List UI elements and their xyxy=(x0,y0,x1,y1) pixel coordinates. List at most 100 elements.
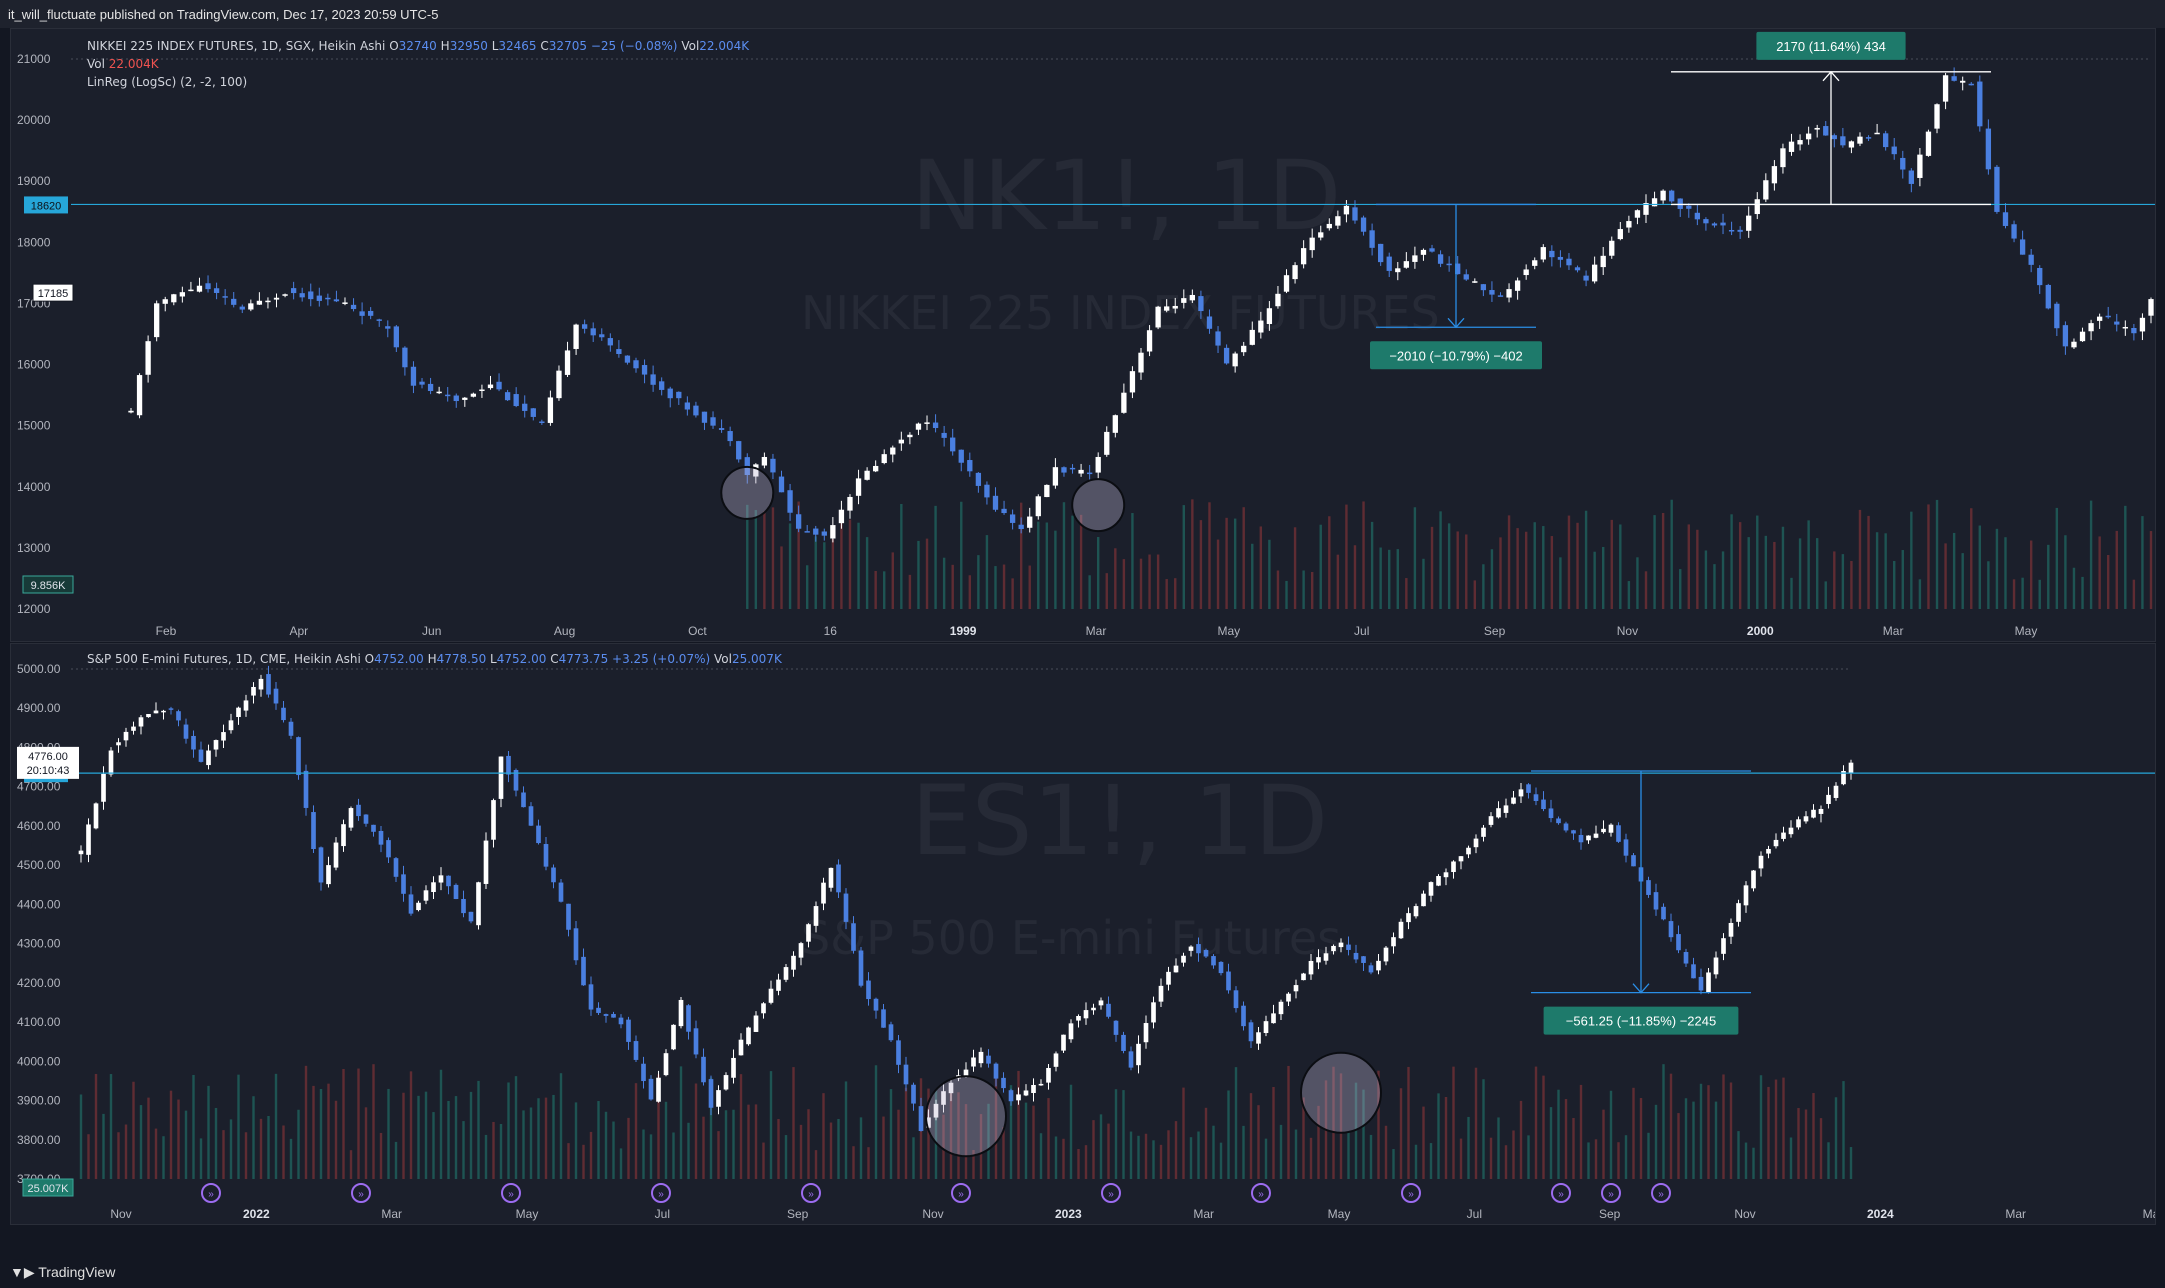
measure-label-box xyxy=(1756,31,1906,60)
volume-bar xyxy=(1251,543,1254,609)
volume-bar xyxy=(1918,579,1922,609)
volume-bar xyxy=(2064,535,2067,609)
candle-body xyxy=(1661,906,1666,920)
volume-bar xyxy=(1208,502,1211,609)
volume-bar xyxy=(1833,551,1836,609)
candle-body xyxy=(1601,828,1606,833)
candle-body xyxy=(1751,870,1756,889)
volume-bar xyxy=(1144,1133,1148,1179)
volume-bar xyxy=(1807,520,1810,609)
candle-body xyxy=(470,393,477,397)
candle-body xyxy=(183,724,189,739)
volume-bar xyxy=(1490,549,1494,609)
candle-body xyxy=(325,297,331,300)
volume-bar xyxy=(1978,525,1982,609)
volume-bar xyxy=(1714,1101,1718,1179)
volume-bar xyxy=(754,1104,758,1179)
volume-bar xyxy=(732,1109,735,1179)
candle-body xyxy=(521,792,526,808)
candle-body xyxy=(206,750,211,766)
candle-body xyxy=(1841,770,1846,785)
event-icon xyxy=(1651,1183,1671,1203)
candle-body xyxy=(1891,146,1897,155)
volume-bar xyxy=(2115,530,2118,609)
volume-bar xyxy=(1782,1077,1785,1179)
candle-body xyxy=(1805,133,1812,140)
candle-body xyxy=(1129,371,1136,393)
volume-bar xyxy=(1773,541,1776,609)
candle-body xyxy=(116,742,121,746)
countdown-text: 20:10:43 xyxy=(27,765,70,777)
candle-body xyxy=(1514,280,1521,291)
candle-body xyxy=(1249,329,1255,345)
candle-body xyxy=(633,360,639,369)
volume-bar xyxy=(994,566,997,609)
candle-body xyxy=(410,366,417,386)
candle-body xyxy=(761,1003,766,1014)
highlight-circle xyxy=(1071,478,1126,533)
volume-bar xyxy=(1345,504,1348,609)
volume-bar xyxy=(574,1102,578,1179)
volume-bar xyxy=(1627,581,1631,609)
candle-body xyxy=(888,1024,894,1041)
volume-price-tag xyxy=(22,1178,74,1197)
volume-bar xyxy=(612,1121,615,1179)
candle-body xyxy=(761,456,768,466)
volume-bar xyxy=(1901,550,1904,609)
volume-bar xyxy=(79,1094,83,1179)
candle-body xyxy=(599,334,605,338)
chart-pane-sp500[interactable]: ES1!, 1D S&P 500 E-mini Futures 5000.00 490… xyxy=(10,643,2156,1225)
nikkei-high: 32950 xyxy=(449,39,488,53)
sp500-chart-svg[interactable]: ES1!, 1D S&P 500 E-mini Futures 5000.00 490… xyxy=(11,644,2155,1224)
volume-bar xyxy=(739,1074,743,1179)
volume-bar xyxy=(1512,1130,1515,1179)
candle-body xyxy=(1455,263,1461,275)
volume-bar xyxy=(1524,531,1528,609)
nikkei-chart-svg[interactable]: NK1!, 1D NIKKEI 225 INDEX FUTURES 21000 200… xyxy=(11,29,2155,641)
candle-body xyxy=(1489,290,1495,295)
candle-body xyxy=(316,295,322,301)
volume-bar xyxy=(1174,578,1177,609)
measure-label-box xyxy=(1543,1006,1739,1035)
candle-body xyxy=(1549,250,1555,258)
volume-bar xyxy=(934,1090,938,1179)
y-tick-label: 19000 xyxy=(17,174,51,188)
candle-body xyxy=(1083,1010,1089,1019)
candle-body xyxy=(558,882,564,902)
candle-body xyxy=(547,397,554,423)
volume-bar xyxy=(1129,1131,1133,1179)
candle-body xyxy=(539,421,545,424)
candle-body xyxy=(258,678,264,690)
candle-body xyxy=(1271,1013,1276,1024)
event-icon xyxy=(201,1183,221,1203)
volume-bar xyxy=(1309,1137,1313,1179)
candle-body xyxy=(213,740,219,750)
x-tick-label: Mar xyxy=(1193,1207,1214,1221)
volume-bar xyxy=(1767,1086,1770,1179)
chart-pane-nikkei[interactable]: NK1!, 1D NIKKEI 225 INDEX FUTURES 21000 200… xyxy=(10,28,2156,642)
candle-body xyxy=(581,324,588,329)
volume-bar xyxy=(1032,1105,1035,1179)
volume-bar xyxy=(1804,1109,1808,1179)
volume-bar xyxy=(848,519,852,609)
tradingview-logo[interactable]: ▼▶ TradingView xyxy=(10,1264,115,1281)
candle-body xyxy=(1556,818,1561,824)
candle-body xyxy=(693,1028,699,1055)
volume-bar xyxy=(267,1115,270,1179)
candle-body xyxy=(402,347,408,368)
volume-bar xyxy=(780,546,783,609)
volume-bar xyxy=(1039,1133,1043,1179)
candle-body xyxy=(847,496,853,511)
measure-label-text: −2010 (−10.79%) −402 xyxy=(1389,348,1522,363)
candle-body xyxy=(1623,839,1629,856)
candle-body xyxy=(1526,784,1531,793)
volume-bar xyxy=(1533,522,1536,609)
candle-body xyxy=(236,707,241,718)
volume-bar xyxy=(1944,543,1947,609)
symbol-watermark: ES1!, 1D xyxy=(911,765,1328,877)
candle-body xyxy=(487,384,494,389)
volume-bar xyxy=(1781,526,1785,609)
volume-bar xyxy=(1159,1144,1163,1179)
candle-body xyxy=(551,867,556,883)
volume-bar xyxy=(889,1089,893,1179)
